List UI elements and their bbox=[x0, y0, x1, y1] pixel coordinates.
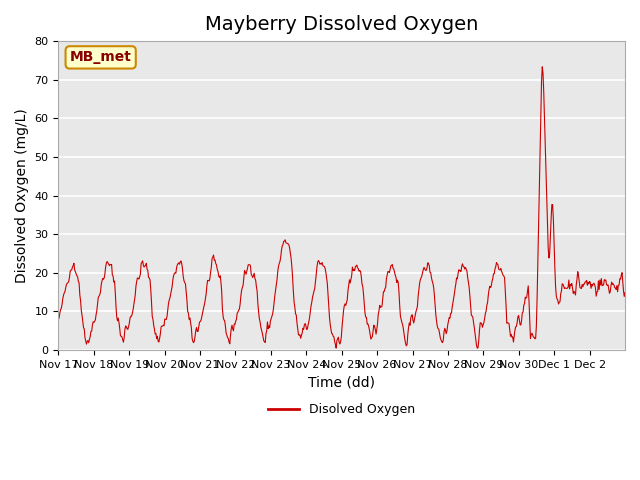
Y-axis label: Dissolved Oxygen (mg/L): Dissolved Oxygen (mg/L) bbox=[15, 108, 29, 283]
Disolved Oxygen bbox=[621, 289, 629, 295]
Disolved Oxygen bbox=[275, 263, 282, 269]
Disolved Oxygen bbox=[225, 339, 233, 345]
Line: Disolved Oxygen: Disolved Oxygen bbox=[58, 67, 625, 348]
Text: MB_met: MB_met bbox=[70, 50, 132, 64]
Disolved Oxygen bbox=[121, 326, 129, 332]
Disolved Oxygen bbox=[538, 64, 546, 70]
Disolved Oxygen bbox=[253, 288, 261, 294]
Disolved Oxygen bbox=[54, 317, 62, 323]
Disolved Oxygen bbox=[332, 345, 340, 351]
Legend: Disolved Oxygen: Disolved Oxygen bbox=[263, 398, 420, 421]
X-axis label: Time (dd): Time (dd) bbox=[308, 375, 375, 389]
Disolved Oxygen bbox=[433, 319, 440, 324]
Disolved Oxygen bbox=[401, 337, 409, 343]
Title: Mayberry Dissolved Oxygen: Mayberry Dissolved Oxygen bbox=[205, 15, 478, 34]
